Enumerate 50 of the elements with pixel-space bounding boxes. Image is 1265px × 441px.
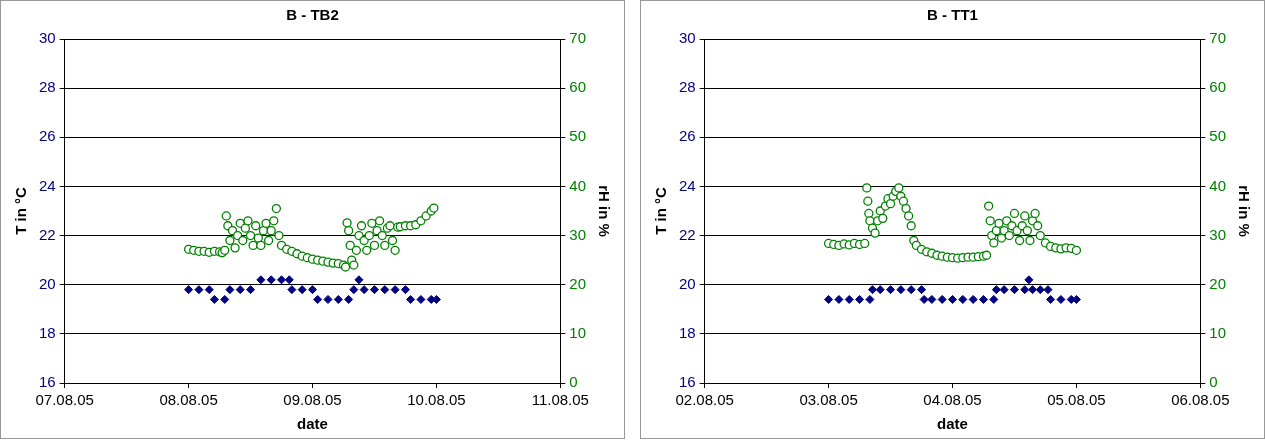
x-tick-label: 09.08.05 <box>283 391 342 409</box>
y-tick-label: 26 <box>39 127 56 145</box>
y2-axis-title: rH in % <box>595 185 613 237</box>
y2-tick-label: 40 <box>569 176 586 194</box>
y2-tick-label: 60 <box>1209 78 1226 96</box>
y2-tick-label: 20 <box>1209 274 1226 292</box>
y2-tick-label: 10 <box>1209 324 1226 341</box>
y-tick-label: 30 <box>39 29 56 47</box>
y2-tick-label: 40 <box>1209 176 1226 194</box>
y2-tick-label: 50 <box>569 127 586 145</box>
y-tick-label: 16 <box>679 373 696 391</box>
x-tick-label: 08.08.05 <box>159 391 218 409</box>
y-tick-label: 22 <box>39 225 56 243</box>
y-axis-title: T in °C <box>652 187 670 235</box>
y2-tick-label: 10 <box>569 324 586 341</box>
y2-tick-label: 70 <box>569 29 586 47</box>
y2-tick-label: 50 <box>1209 127 1226 145</box>
x-tick-label: 02.08.05 <box>675 391 734 409</box>
y-tick-label: 24 <box>39 176 56 194</box>
x-axis-title: date <box>297 415 328 433</box>
y-tick-label: 18 <box>679 324 696 341</box>
chart-title: B - TB2 <box>286 6 339 24</box>
x-tick-label: 03.08.05 <box>799 391 858 409</box>
y-tick-label: 22 <box>679 225 696 243</box>
x-tick-label: 04.08.05 <box>923 391 982 409</box>
y-tick-label: 28 <box>39 78 56 96</box>
y-tick-label: 20 <box>39 274 56 292</box>
y-tick-label: 24 <box>679 176 696 194</box>
x-tick-label: 10.08.05 <box>407 391 466 409</box>
y-tick-label: 26 <box>679 127 696 145</box>
y-tick-label: 28 <box>679 78 696 96</box>
x-tick-label: 11.08.05 <box>531 391 589 409</box>
y2-tick-label: 20 <box>569 274 586 292</box>
y2-axis-title: rH in % <box>1235 185 1253 237</box>
y-tick-label: 16 <box>39 373 56 391</box>
y-tick-label: 18 <box>39 324 56 341</box>
x-tick-label: 07.08.05 <box>35 391 94 409</box>
y2-tick-label: 70 <box>1209 29 1226 47</box>
y2-tick-label: 30 <box>1209 225 1226 243</box>
y2-tick-label: 30 <box>569 225 586 243</box>
x-tick-label: 05.08.05 <box>1047 391 1106 409</box>
y-axis-title: T in °C <box>12 187 30 235</box>
y-tick-label: 30 <box>679 29 696 47</box>
y2-tick-label: 60 <box>569 78 586 96</box>
y2-tick-label: 0 <box>1209 373 1218 391</box>
y-tick-label: 20 <box>679 274 696 292</box>
y2-tick-label: 0 <box>569 373 578 391</box>
x-axis-title: date <box>937 415 968 433</box>
x-tick-label: 06.08.05 <box>1171 391 1230 409</box>
chart-title: B - TT1 <box>927 6 978 24</box>
